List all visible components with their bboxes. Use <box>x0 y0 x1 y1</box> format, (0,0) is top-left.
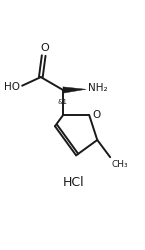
Text: O: O <box>93 110 101 120</box>
Text: HCl: HCl <box>62 176 84 189</box>
Text: NH₂: NH₂ <box>88 83 108 93</box>
Text: HO: HO <box>4 82 20 91</box>
Text: &1: &1 <box>57 98 67 104</box>
Polygon shape <box>63 88 86 94</box>
Text: CH₃: CH₃ <box>112 159 128 168</box>
Text: O: O <box>41 43 49 53</box>
